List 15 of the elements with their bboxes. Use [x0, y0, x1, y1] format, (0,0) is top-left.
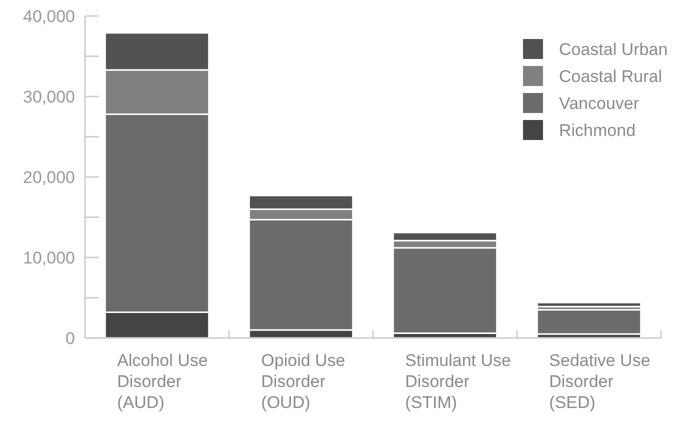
legend-label: Richmond [559, 120, 636, 140]
y-tick-label: 20,000 [23, 168, 75, 187]
x-tick-label: Stimulant Use Disorder (STIM) [405, 351, 511, 412]
legend-label: Coastal Rural [559, 66, 662, 86]
legend-label: Coastal Urban [559, 40, 668, 59]
x-tick-label: Sedative Use Disorder (SED) [549, 351, 650, 412]
y-tick-label: 40,000 [23, 6, 75, 26]
x-tick-label: Opioid Use Disorder (OUD) [261, 351, 346, 412]
bar [536, 309, 642, 335]
bar [536, 302, 642, 308]
y-tick-label: 30,000 [23, 87, 75, 106]
y-tick-label: 10,000 [23, 248, 75, 268]
y-tick-label: 0 [66, 328, 75, 348]
x-tick-label: Alcohol Use Disorder (AUD) [117, 351, 208, 412]
legend-label: Vancouver [559, 94, 640, 113]
